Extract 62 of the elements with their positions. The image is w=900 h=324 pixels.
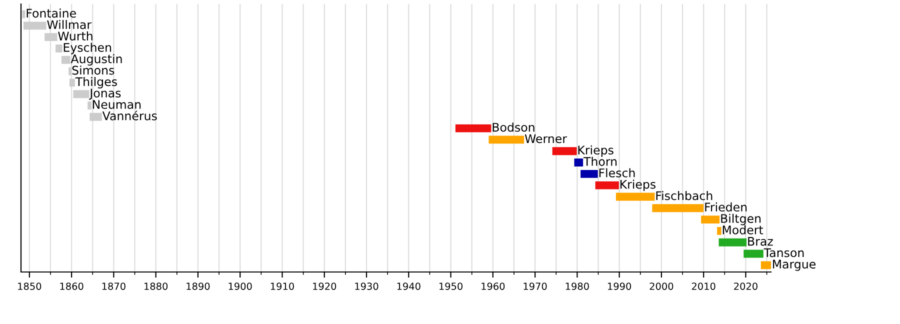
- y-tick-label: Krieps: [620, 180, 656, 192]
- x-tick-label: 1970: [524, 282, 547, 290]
- y-tick-label: Krieps: [578, 145, 614, 157]
- x-tick-label: 1950: [439, 282, 462, 290]
- y-tick-label: Margue: [773, 260, 816, 271]
- y-tick-label: Wurth: [58, 31, 92, 40]
- y-tick-label: Braz: [748, 237, 773, 246]
- x-tick-label: 1870: [102, 282, 126, 290]
- y-tick-label: Augustin: [70, 54, 122, 66]
- bar: [56, 44, 62, 52]
- y-tick-label: Frieden: [705, 202, 747, 212]
- bar: [652, 204, 704, 212]
- x-tick-label: 1860: [60, 282, 84, 290]
- x-tick-label: 1890: [186, 282, 210, 290]
- y-tick-label: Thorn: [583, 156, 617, 166]
- x-tick-label: 1850: [18, 282, 42, 290]
- x-tick-label: 1960: [482, 282, 505, 290]
- x-tick-label: 1990: [608, 282, 632, 290]
- bar: [455, 124, 492, 132]
- bar: [595, 181, 619, 190]
- bar: [552, 147, 577, 156]
- y-tick-label: Fontaine: [26, 8, 76, 18]
- bar: [744, 250, 764, 258]
- y-tick-label: Neuman: [92, 100, 141, 109]
- bar: [73, 90, 90, 98]
- x-tick-label: 1930: [355, 282, 378, 290]
- y-tick-label: Willmar: [47, 20, 92, 30]
- y-tick-label: Eyschen: [64, 42, 112, 54]
- x-tick-label: 1900: [228, 282, 252, 290]
- bar: [760, 261, 771, 270]
- bar: [90, 112, 102, 121]
- bar: [580, 170, 598, 178]
- x-tick-label: 2020: [734, 282, 758, 290]
- y-tick-label: Werner: [524, 134, 567, 144]
- x-tick-label: 1880: [144, 282, 168, 290]
- bar: [24, 22, 46, 30]
- y-tick-label: Bodson: [492, 122, 534, 132]
- y-tick-label: Thilges: [75, 76, 117, 88]
- y-tick-label: Modert: [722, 225, 764, 234]
- x-tick-label: 1910: [270, 282, 294, 290]
- bar: [44, 33, 58, 42]
- y-tick-label: Simons: [72, 66, 114, 75]
- bar: [701, 216, 720, 224]
- x-tick-label: 1980: [566, 282, 589, 290]
- y-tick-label: Fischbach: [656, 191, 712, 200]
- bar: [717, 226, 722, 235]
- bar: [616, 192, 655, 201]
- y-tick-label: Vannérus: [102, 110, 157, 120]
- x-tick-label: 1940: [397, 282, 420, 290]
- y-tick-label: Biltgen: [721, 214, 761, 226]
- bar: [88, 102, 92, 110]
- bar: [61, 56, 70, 64]
- y-tick-label: Jonas: [89, 88, 121, 100]
- x-tick-label: 1920: [313, 282, 336, 290]
- bar: [574, 158, 584, 166]
- bar: [488, 136, 524, 144]
- bar: [718, 238, 747, 246]
- x-tick-label: 2010: [692, 282, 716, 290]
- y-tick-label: Flesch: [599, 168, 635, 178]
- y-tick-label: Tanson: [764, 248, 804, 258]
- x-tick-label: 2000: [650, 282, 674, 290]
- bar: [69, 78, 75, 87]
